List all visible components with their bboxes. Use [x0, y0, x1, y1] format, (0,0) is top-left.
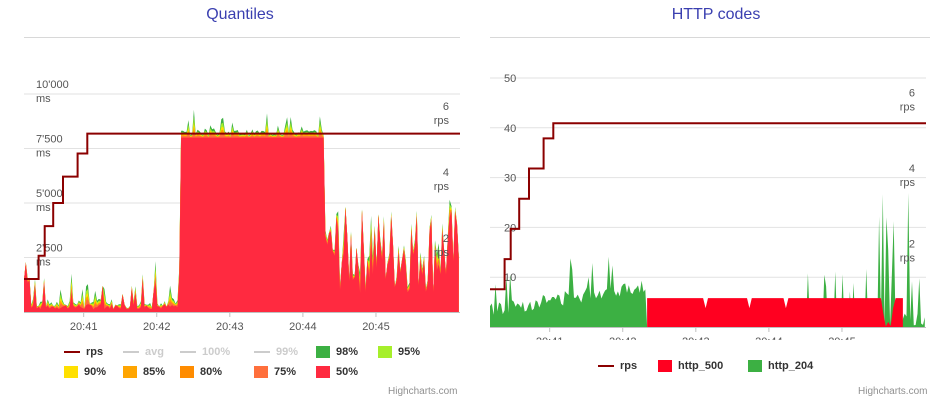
x-tick-label: 20:41 [536, 336, 564, 340]
chart-credit: Highcharts.com [858, 386, 928, 397]
legend-symbol [378, 346, 392, 358]
legend-symbol [180, 351, 196, 353]
legend-symbol [123, 366, 137, 378]
legend-item-http-204[interactable]: http_204 [748, 360, 813, 372]
quantiles-chart: 2'500 ms 5'000 ms 7'500 ms 10'000 ms 2 rps 4 rps 6 rp… [24, 79, 460, 333]
legend-item-rps[interactable]: rps [64, 346, 103, 358]
y2-tick-unit: rps [434, 181, 450, 193]
legend-item-http-500[interactable]: http_500 [658, 360, 723, 372]
chart-title: HTTP codes [671, 6, 761, 23]
x-tick-label: 20:41 [70, 321, 98, 333]
y2-tick-label: 6 [909, 88, 915, 100]
legend-label: http_204 [768, 360, 814, 372]
legend-symbol [598, 365, 614, 367]
legend-symbol [658, 360, 672, 372]
y-tick-label: 5'000 [36, 188, 63, 200]
legend-item-90pct[interactable]: 90% [64, 366, 106, 378]
y2-tick-unit: rps [900, 102, 916, 114]
legend-label: 95% [398, 346, 421, 358]
legend-symbol [254, 366, 268, 378]
y2-tick-unit: rps [434, 247, 450, 259]
legend-label: avg [145, 346, 164, 358]
y-tick-label: 7'500 [36, 134, 63, 146]
y2-tick-label: 2 [909, 239, 915, 251]
y2-tick-label: 6 [443, 101, 449, 113]
quantiles-legend: rps avg 100% 99% 98% 95% 90% 85% 80% 75% 50% [0, 346, 480, 386]
y-tick-unit: ms [36, 202, 51, 214]
x-tick-label: 20:44 [755, 336, 783, 340]
chart-title: Quantiles [206, 6, 274, 23]
y-tick-label: 2'500 [36, 243, 63, 255]
x-tick-label: 20:42 [143, 321, 171, 333]
http-codes-legend: rps http_500 http_204 [486, 360, 946, 380]
legend-label: 75% [274, 366, 297, 378]
y2-tick-label: 4 [443, 167, 449, 179]
y2-tick-label: 2 [443, 233, 449, 245]
y2-tick-label: 4 [909, 163, 915, 175]
legend-label: 90% [84, 366, 107, 378]
y-tick-label: 10'000 [36, 79, 69, 91]
y-tick-label: 50 [504, 73, 516, 85]
legend-symbol [123, 351, 139, 353]
legend-label: 99% [276, 346, 299, 358]
legend-symbol [64, 351, 80, 353]
legend-label: 50% [336, 366, 359, 378]
legend-item-85pct[interactable]: 85% [123, 366, 165, 378]
series-area-http-204 [490, 192, 925, 327]
legend-symbol [316, 346, 330, 358]
legend-symbol [180, 366, 194, 378]
http-codes-panel: HTTP codes 10203040502rps4rps6rps20:4120… [486, 0, 946, 401]
x-tick-label: 20:45 [362, 321, 390, 333]
legend-item-rps[interactable]: rps [598, 360, 637, 372]
legend-item-98pct[interactable]: 98% [316, 346, 358, 358]
legend-item-75pct[interactable]: 75% [254, 366, 296, 378]
title-divider [24, 37, 460, 38]
legend-item-50pct[interactable]: 50% [316, 366, 358, 378]
y-tick-unit: ms [36, 257, 51, 269]
x-tick-label: 20:43 [216, 321, 244, 333]
x-tick-label: 20:45 [828, 336, 856, 340]
x-tick-label: 20:42 [609, 336, 637, 340]
legend-label: http_500 [678, 360, 724, 372]
legend-label: 85% [143, 366, 166, 378]
legend-label: 80% [200, 366, 223, 378]
y-tick-unit: ms [36, 93, 51, 105]
legend-label: rps [620, 360, 638, 372]
legend-symbol [748, 360, 762, 372]
legend-item-80pct[interactable]: 80% [180, 366, 222, 378]
y-tick-label: 40 [504, 123, 516, 135]
quantiles-panel: Quantiles 2'500 ms 5'000 ms 7'500 ms 10'000 ms 2… [0, 6, 480, 397]
legend-symbol [254, 351, 270, 353]
y2-tick-unit: rps [900, 177, 916, 189]
http-codes-chart: 10203040502rps4rps6rps20:4120:4220:4320:… [490, 73, 926, 340]
legend-label: rps [86, 346, 104, 358]
y2-tick-unit: rps [434, 115, 450, 127]
legend-symbol [316, 366, 330, 378]
legend-label: 98% [336, 346, 359, 358]
x-tick-label: 20:44 [289, 321, 317, 333]
series-rps-line [490, 122, 926, 291]
y-tick-unit: ms [36, 148, 51, 160]
legend-item-95pct[interactable]: 95% [378, 346, 420, 358]
title-divider [490, 37, 930, 38]
y2-tick-unit: rps [900, 253, 916, 265]
legend-item-avg[interactable]: avg [123, 346, 164, 358]
legend-item-99pct[interactable]: 99% [254, 346, 298, 358]
x-tick-label: 20:43 [682, 336, 710, 340]
legend-symbol [64, 366, 78, 378]
legend-item-100pct[interactable]: 100% [180, 346, 230, 358]
series-area-http-500 [647, 298, 903, 327]
chart-credit: Highcharts.com [388, 386, 458, 397]
y-tick-label: 30 [504, 173, 516, 185]
series-rps-line [24, 132, 460, 280]
series-area-50pct [24, 137, 459, 312]
legend-label: 100% [202, 346, 231, 358]
